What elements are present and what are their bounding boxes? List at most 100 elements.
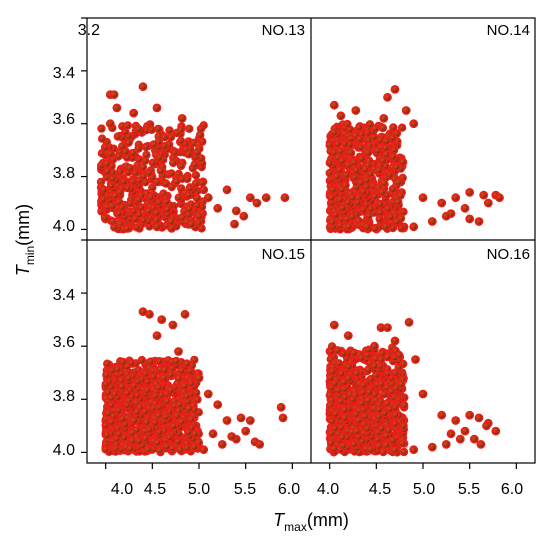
- scatter-point: [114, 209, 124, 218]
- scatter-point: [327, 193, 336, 202]
- panel-label-no14: NO.14: [487, 22, 530, 39]
- scatter-point: [378, 123, 388, 133]
- scatter-point: [236, 413, 246, 423]
- scatter-point: [213, 400, 223, 409]
- scatter-point: [144, 206, 153, 216]
- scatter-point: [174, 193, 183, 202]
- scatter-point: [365, 120, 375, 129]
- scatter-point: [137, 355, 147, 365]
- scatter-point: [134, 144, 143, 153]
- scatter-point: [213, 203, 223, 213]
- scatter-point: [330, 128, 339, 137]
- scatter-point: [364, 211, 373, 221]
- scatter-point: [427, 442, 437, 452]
- scatter-point: [399, 447, 409, 457]
- scatter-point: [356, 143, 365, 152]
- scatter-point: [276, 402, 286, 412]
- scatter-point: [99, 185, 109, 195]
- scatter-point: [114, 152, 123, 161]
- scatter-point: [157, 315, 167, 324]
- scatter-point: [111, 444, 120, 453]
- scatter-point: [114, 406, 123, 415]
- y-tick-label-3-6: 3.6: [53, 111, 75, 128]
- scatter-point: [352, 427, 362, 436]
- x-tick-label-4-0-right: 4.0: [317, 481, 339, 498]
- scatter-point: [107, 417, 116, 427]
- scatter-point: [333, 139, 342, 149]
- scatter-point: [184, 190, 193, 200]
- scatter-point: [350, 173, 359, 182]
- scatter-point: [338, 441, 348, 450]
- y-tick-label-4-0-lower: 4.0: [53, 442, 75, 459]
- scatter-point: [142, 418, 151, 427]
- scatter-point: [336, 195, 345, 204]
- scatter-point: [373, 435, 382, 444]
- scatter-point: [182, 392, 192, 401]
- scatter-point: [409, 222, 419, 232]
- scatter-point: [144, 445, 153, 454]
- scatter-point: [371, 224, 380, 233]
- scatter-point: [152, 222, 162, 232]
- scatter-point: [328, 367, 337, 376]
- scatter-point: [245, 193, 255, 203]
- scatter-point: [123, 389, 132, 398]
- scatter-point: [355, 135, 365, 144]
- scatter-point: [172, 356, 181, 366]
- scatter-point: [332, 172, 342, 181]
- scatter-points-no13: [96, 82, 290, 234]
- scatter-point: [340, 377, 349, 387]
- scatter-point: [373, 146, 382, 156]
- scatter-point: [163, 205, 172, 214]
- scatter-point: [382, 440, 391, 450]
- scatter-point: [154, 153, 164, 163]
- scatter-point: [397, 224, 406, 233]
- scatter-point: [338, 433, 347, 442]
- scatter-point: [184, 404, 194, 413]
- scatter-point: [160, 133, 170, 142]
- scatter-point: [391, 410, 400, 419]
- scatter-point: [378, 188, 387, 197]
- scatter-point: [366, 374, 376, 384]
- scatter-point: [328, 218, 337, 227]
- scatter-point: [389, 152, 398, 162]
- scatter-point: [169, 158, 178, 168]
- scatter-point: [261, 193, 271, 203]
- scatter-point: [101, 380, 111, 389]
- scatter-point: [398, 439, 407, 448]
- scatter-point: [474, 413, 484, 423]
- scatter-point: [331, 210, 340, 220]
- scatter-point: [185, 184, 195, 193]
- scatter-points-no15: [101, 307, 288, 457]
- scatter-point: [142, 150, 151, 160]
- scatter-point: [149, 372, 159, 381]
- scatter-point: [399, 421, 408, 431]
- scatter-point: [397, 379, 406, 389]
- scatter-point: [165, 433, 175, 442]
- scatter-point: [376, 208, 385, 217]
- scatter-point: [383, 92, 392, 102]
- scatter-point: [107, 400, 116, 410]
- scatter-point: [482, 421, 491, 431]
- x-axis-label: Tmax(mm): [273, 510, 349, 534]
- panel-label-no15: NO.15: [262, 246, 305, 263]
- scatter-point: [358, 388, 368, 397]
- scatter-point: [384, 426, 393, 435]
- x-tick-label-4-0: 4.0: [111, 481, 133, 498]
- scatter-point: [278, 413, 288, 423]
- scatter-point: [111, 191, 120, 200]
- scatter-point: [386, 212, 395, 222]
- scatter-point: [390, 85, 400, 94]
- scatter-point: [344, 362, 353, 371]
- scatter-point: [114, 429, 124, 439]
- scatter-point: [359, 405, 368, 414]
- scatter-point: [130, 416, 139, 425]
- scatter-point: [390, 336, 400, 346]
- scatter-point: [340, 393, 350, 402]
- scatter-point: [329, 320, 339, 330]
- scatter-point: [227, 432, 237, 441]
- scatter-point: [394, 197, 403, 207]
- x-axis-label-main: T: [273, 510, 286, 530]
- y-tick-label-3-4-lower: 3.4: [53, 287, 75, 304]
- scatter-point: [377, 355, 386, 364]
